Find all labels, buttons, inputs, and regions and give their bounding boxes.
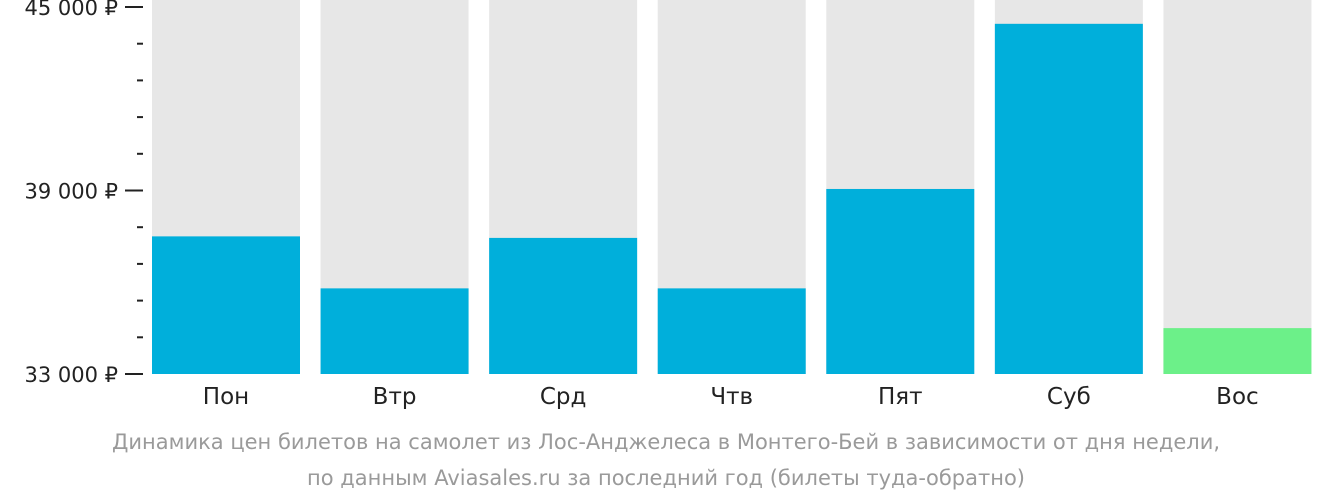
x-tick-label: Пон (203, 384, 249, 410)
chart-caption-line-2: по данным Aviasales.ru за последний год … (307, 466, 1025, 490)
x-tick-label: Чтв (710, 384, 753, 410)
x-tick-label: Срд (540, 384, 587, 410)
bar-3 (489, 237, 638, 374)
bar-background (1163, 0, 1312, 374)
bar-7 (1163, 328, 1312, 374)
chart-caption-line-1: Динамика цен билетов на самолет из Лос-А… (111, 430, 1221, 454)
y-tick-label: 33 000 ₽ (24, 363, 118, 387)
x-tick-label: Суб (1047, 384, 1091, 410)
bar-2 (320, 288, 469, 374)
x-tick-label: Вос (1216, 384, 1259, 410)
y-tick-label: 39 000 ₽ (24, 180, 118, 204)
x-tick-label: Втр (373, 384, 417, 410)
y-tick-label: 45 000 ₽ (24, 0, 118, 20)
bar-4 (657, 288, 806, 374)
x-tick-label: Пят (878, 384, 923, 410)
bar-1 (152, 236, 300, 374)
bar-6 (994, 23, 1143, 375)
bar-5 (826, 188, 975, 374)
price-by-weekday-chart: Пон Втр Срд Чтв Пят Суб Вос 33 000 ₽ 39 000 ₽ 45 … (24, 0, 1312, 410)
